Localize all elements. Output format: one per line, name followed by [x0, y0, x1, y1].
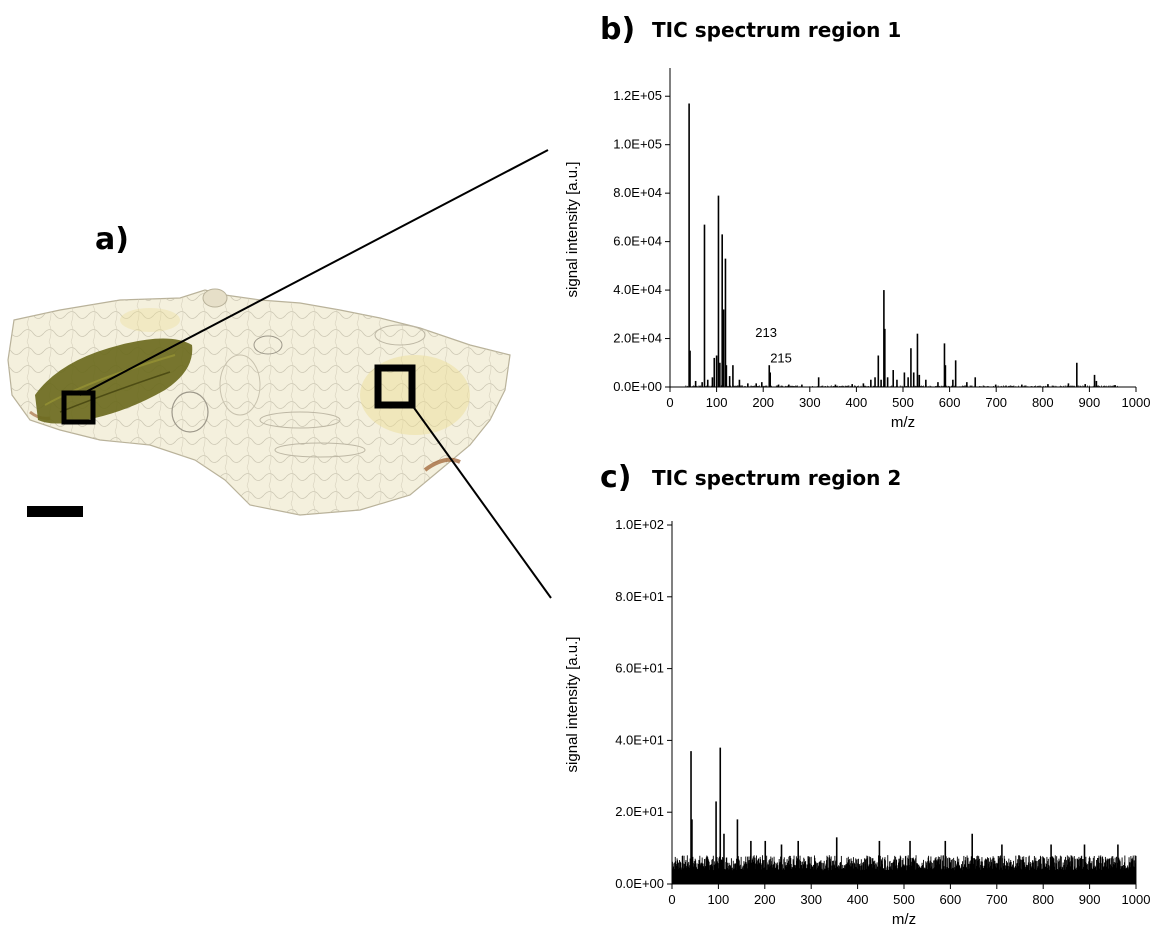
panel-b-title: TIC spectrum region 1	[652, 18, 902, 42]
connector-line-region-2	[411, 404, 552, 599]
y-tick-label: 1.0E+02	[615, 517, 664, 532]
peak-annotation: 215	[770, 350, 792, 365]
x-tick-label: 300	[799, 395, 821, 410]
y-tick-label: 0.0E+00	[615, 876, 664, 891]
x-tick-label: 600	[939, 395, 961, 410]
x-tick-label: 700	[985, 395, 1007, 410]
scale-bar	[27, 506, 83, 517]
y-tick-label: 6.0E+04	[613, 234, 662, 249]
y-tick-label: 2.0E+01	[615, 804, 664, 819]
x-tick-label: 500	[893, 892, 915, 907]
x-tick-label: 700	[986, 892, 1008, 907]
panel-b-letter: b)	[600, 12, 636, 47]
y-tick-label: 1.2E+05	[613, 88, 662, 103]
x-axis-label: m/z	[892, 911, 916, 928]
x-tick-label: 1000	[1122, 892, 1151, 907]
x-tick-label: 600	[940, 892, 962, 907]
x-tick-label: 900	[1079, 892, 1101, 907]
x-tick-label: 900	[1079, 395, 1101, 410]
roi-box-region-1	[61, 390, 96, 425]
lesion-region	[35, 338, 193, 424]
x-tick-label: 1000	[1122, 395, 1151, 410]
tic-spectrum-region-2-chart: 0 100 200 300 400 500 600 700 800 900 1000 0.0E+00 2…	[564, 517, 1151, 928]
x-tick-label: 200	[752, 395, 774, 410]
brown-streak	[423, 457, 461, 472]
x-tick-label: 100	[708, 892, 730, 907]
x-tick-label: 100	[706, 395, 728, 410]
x-tick-label: 400	[847, 892, 869, 907]
x-axis-label: m/z	[891, 414, 915, 431]
tic-spectrum-region-1-chart: 0 100 200 300 400 500 600 700 800 900 1000 0.0E+00 2…	[564, 68, 1151, 431]
x-tick-label: 500	[892, 395, 914, 410]
y-tick-label: 6.0E+01	[615, 661, 664, 676]
y-tick-label: 4.0E+04	[613, 282, 662, 297]
y-tick-label: 2.0E+04	[613, 331, 662, 346]
y-tick-label: 0.0E+00	[613, 379, 662, 394]
roi-box-region-2	[374, 364, 416, 409]
x-tick-label: 0	[666, 395, 673, 410]
x-tick-label: 0	[668, 892, 675, 907]
x-tick-label: 400	[846, 395, 868, 410]
y-tick-label: 4.0E+01	[615, 732, 664, 747]
connector-line-region-1	[79, 149, 549, 396]
y-tick-label: 1.0E+05	[613, 137, 662, 152]
panel-c-letter: c)	[600, 460, 632, 495]
x-tick-label: 800	[1032, 395, 1054, 410]
x-tick-label: 200	[754, 892, 776, 907]
x-tick-label: 800	[1032, 892, 1054, 907]
y-tick-label: 8.0E+04	[613, 185, 662, 200]
y-axis-label: signal intensity [a.u.]	[564, 162, 581, 298]
peak-annotation: 213	[755, 325, 777, 340]
noise-floor	[671, 855, 1137, 884]
y-tick-label: 8.0E+01	[615, 589, 664, 604]
panel-c-title: TIC spectrum region 2	[652, 466, 902, 490]
x-tick-label: 300	[800, 892, 822, 907]
y-axis-label: signal intensity [a.u.]	[564, 637, 581, 773]
panel-a-letter: a)	[95, 222, 129, 257]
